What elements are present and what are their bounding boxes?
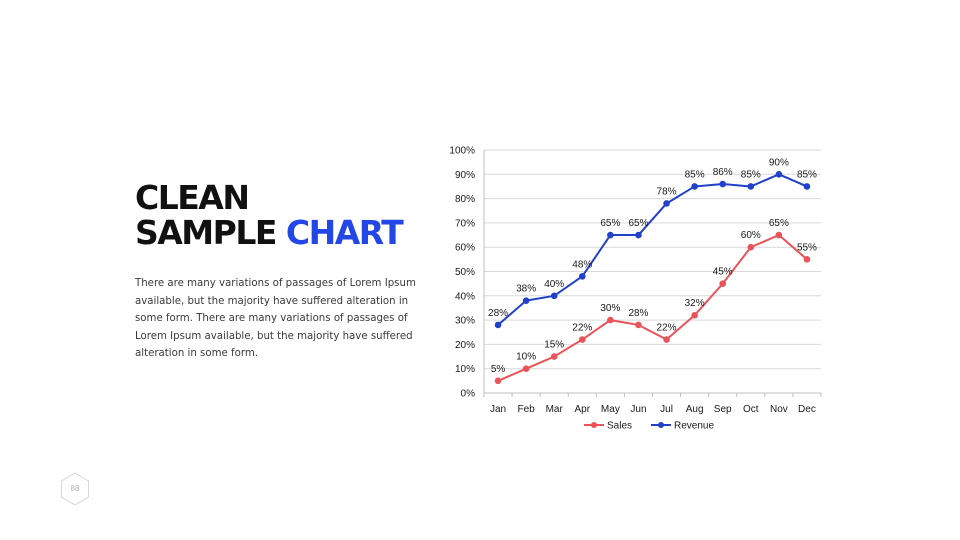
sales-data-label: 22%	[572, 323, 592, 334]
revenue-data-point	[607, 231, 614, 239]
y-tick-label: 60%	[455, 243, 475, 254]
title-line-2: SAMPLE CHART	[135, 213, 404, 252]
x-tick-label: Jul	[660, 404, 673, 415]
sales-data-label: 30%	[600, 303, 620, 314]
revenue-data-label: 38%	[516, 284, 536, 295]
revenue-data-label: 85%	[797, 169, 817, 180]
revenue-data-point	[522, 297, 530, 304]
revenue-data-label: 65%	[600, 218, 620, 229]
x-tick-label: Feb	[518, 404, 536, 415]
revenue-data-label: 28%	[488, 308, 508, 319]
hexagon-icon	[61, 472, 89, 506]
revenue-data-point	[719, 180, 727, 188]
y-tick-label: 20%	[455, 340, 475, 351]
sales-data-label: 10%	[516, 352, 536, 363]
x-tick-label: Aug	[686, 404, 704, 415]
sales-data-point	[607, 316, 614, 324]
body-paragraph: There are many variations of passages of…	[135, 278, 416, 359]
sales-data-point	[803, 256, 811, 263]
y-tick-label: 80%	[455, 194, 475, 205]
revenue-data-point	[747, 183, 755, 190]
revenue-data-label: 85%	[685, 169, 705, 180]
sales-data-label: 65%	[769, 218, 789, 229]
y-tick-label: 10%	[455, 364, 475, 375]
y-tick-label: 70%	[455, 218, 475, 229]
revenue-data-point	[691, 183, 698, 190]
x-tick-label: Jun	[630, 404, 646, 415]
sales-data-label: 32%	[685, 298, 705, 309]
x-tick-label: Dec	[798, 404, 816, 415]
revenue-data-label: 78%	[657, 186, 677, 197]
sales-data-point	[550, 353, 558, 360]
revenue-data-point	[635, 231, 642, 239]
x-tick-label: Jan	[490, 404, 506, 415]
title-word-sample: SAMPLE	[135, 213, 277, 252]
page-number: 88	[70, 484, 80, 493]
title-word-chart: CHART	[285, 213, 404, 252]
y-tick-label: 100%	[449, 146, 475, 157]
line-chart: 0% 10% 20% 30% 40% 50% 60% 70% 80% 90% 100% Jan Feb M…	[449, 146, 822, 432]
sales-legend-label: Sales	[607, 421, 632, 432]
revenue-data-label: 65%	[628, 218, 648, 229]
revenue-series-line	[497, 173, 808, 326]
revenue-data-point	[803, 183, 811, 190]
sales-data-point	[494, 377, 502, 385]
revenue-data-point	[578, 273, 586, 280]
revenue-data-label: 48%	[572, 259, 592, 270]
sales-data-label: 60%	[741, 230, 761, 241]
x-tick-label: Apr	[575, 404, 591, 415]
slide-title: CLEAN SAMPLE CHART	[135, 178, 404, 252]
revenue-legend-label: Revenue	[674, 421, 714, 432]
revenue-data-point	[663, 200, 670, 207]
revenue-data-point	[494, 321, 502, 329]
revenue-data-point	[550, 292, 558, 300]
y-tick-label: 0%	[461, 389, 476, 400]
sales-data-point	[719, 280, 727, 287]
sales-data-label: 5%	[491, 364, 506, 375]
revenue-data-label: 40%	[544, 279, 564, 290]
sales-data-point	[578, 336, 586, 343]
y-tick-label: 40%	[455, 291, 475, 302]
sales-data-label: 28%	[628, 308, 648, 319]
sales-data-label: 15%	[544, 340, 564, 351]
y-tick-label: 30%	[455, 316, 475, 327]
sales-legend-marker	[591, 422, 597, 428]
sales-data-label: 55%	[797, 242, 817, 253]
y-tick-label: 50%	[455, 267, 475, 278]
sales-data-point	[691, 311, 698, 319]
revenue-legend-marker	[658, 422, 664, 428]
x-tick-label: Mar	[546, 404, 564, 415]
sales-data-point	[775, 231, 783, 239]
sales-data-label: 45%	[713, 267, 733, 278]
sales-series-line	[497, 234, 808, 382]
sales-data-point	[522, 365, 530, 372]
sales-data-point	[663, 336, 670, 343]
revenue-data-label: 90%	[769, 157, 789, 168]
revenue-data-point	[775, 171, 783, 178]
x-tick-label: May	[601, 404, 620, 415]
sales-data-point	[747, 243, 755, 251]
y-tick-label: 90%	[455, 170, 475, 181]
x-tick-label: Nov	[770, 404, 788, 415]
title-line-1: CLEAN	[135, 178, 250, 217]
sales-data-label: 22%	[657, 323, 677, 334]
revenue-data-label: 85%	[741, 169, 761, 180]
sales-data-point	[635, 321, 642, 329]
revenue-data-label: 86%	[713, 167, 733, 178]
x-tick-label: Sep	[714, 404, 732, 415]
x-tick-label: Oct	[743, 404, 759, 415]
